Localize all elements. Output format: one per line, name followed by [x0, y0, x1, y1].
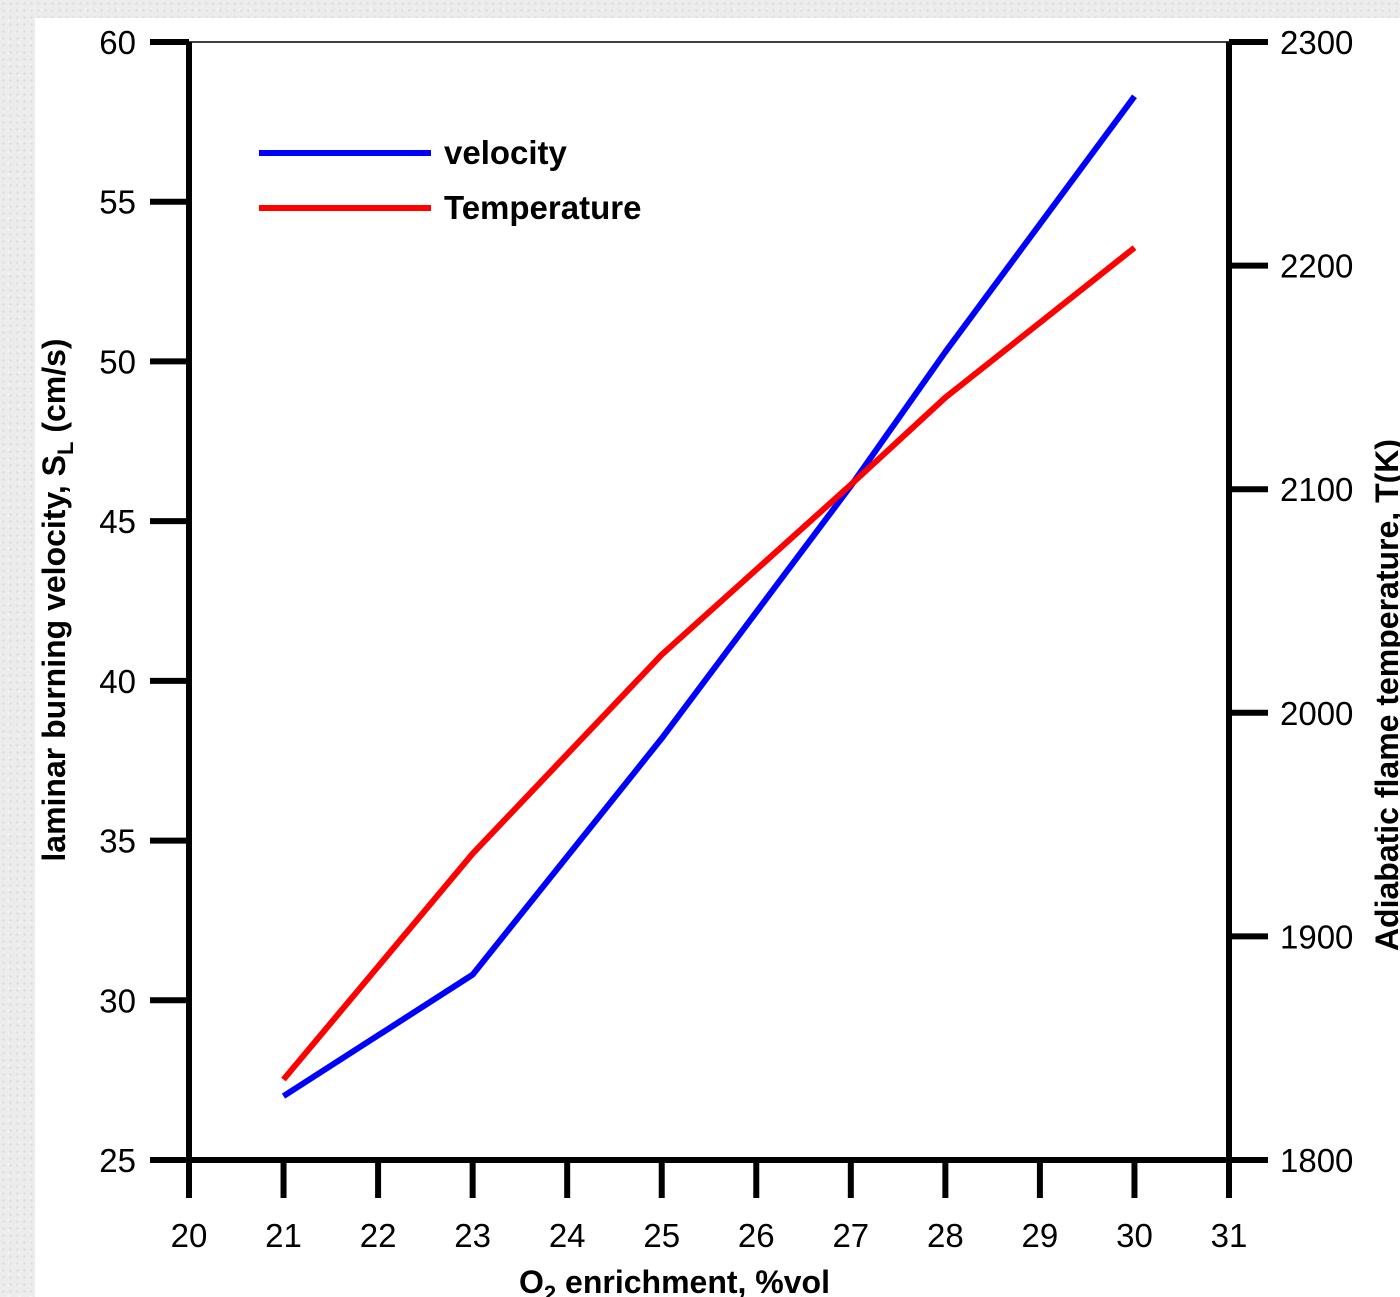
y-tick-label-right: 1800 [1280, 1142, 1353, 1179]
y-tick-label-right: 1900 [1280, 918, 1353, 955]
x-tick-label: 31 [1211, 1217, 1248, 1254]
x-axis-title: O2 enrichment, %vol [519, 1264, 830, 1297]
x-tick-label: 26 [738, 1217, 775, 1254]
y-tick-label-left: 45 [99, 503, 136, 540]
x-tick-label: 20 [171, 1217, 208, 1254]
y-axis-title-right: Adiabatic flame temperature, T(K) [1369, 439, 1400, 951]
y-tick-label-right: 2000 [1280, 695, 1353, 732]
legend-label: Temperature [444, 189, 641, 226]
series-line-velocity [281, 94, 1137, 1099]
y-tick-label-left: 60 [99, 24, 136, 61]
series-line-temperature [281, 245, 1137, 1082]
y-axis-title-left: laminar burning velocity, SL (cm/s) [36, 338, 78, 861]
x-tick-label: 21 [265, 1217, 302, 1254]
y-tick-label-right: 2100 [1280, 471, 1353, 508]
x-tick-label: 30 [1116, 1217, 1153, 1254]
x-tick-label: 28 [927, 1217, 964, 1254]
legend: velocity Temperature [259, 134, 641, 226]
y-tick-label-left: 35 [99, 823, 136, 860]
x-tick-label: 23 [454, 1217, 491, 1254]
y-tick-label-left: 50 [99, 343, 136, 380]
x-tick-label: 24 [549, 1217, 586, 1254]
x-tick-label: 27 [832, 1217, 869, 1254]
y-tick-label-right: 2300 [1280, 24, 1353, 61]
y-tick-label-left: 25 [99, 1142, 136, 1179]
chart-panel [35, 18, 1400, 1297]
y-tick-label-left: 55 [99, 184, 136, 221]
x-tick-label: 29 [1022, 1217, 1059, 1254]
legend-label: velocity [444, 134, 568, 171]
x-tick-label: 22 [360, 1217, 397, 1254]
x-tick-label: 25 [643, 1217, 680, 1254]
y-tick-label-left: 30 [99, 982, 136, 1019]
y-tick-label-left: 40 [99, 663, 136, 700]
y-tick-label-right: 2200 [1280, 248, 1353, 285]
